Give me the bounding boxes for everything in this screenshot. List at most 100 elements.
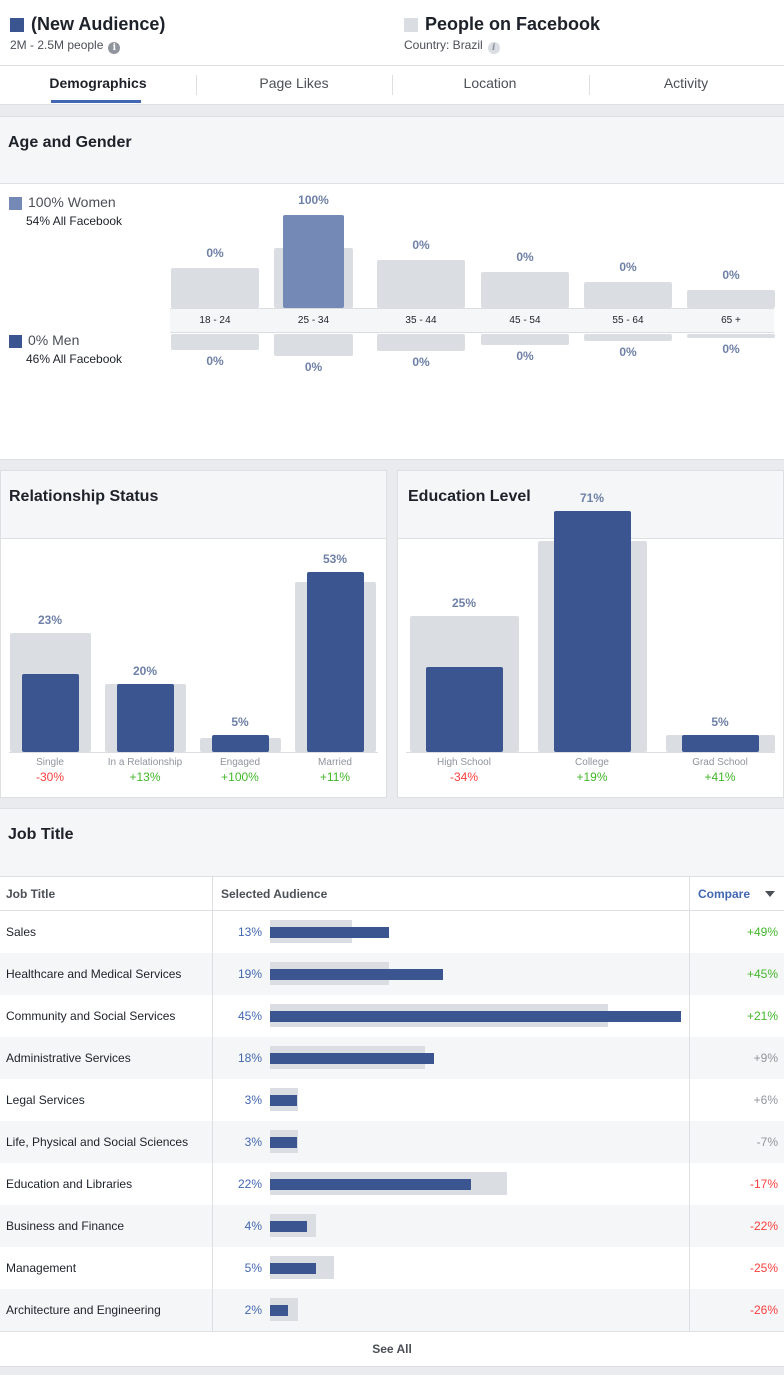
compare-label: -30% [35, 770, 64, 784]
tab-page-likes[interactable]: Page Likes [196, 66, 392, 104]
men-legend-sub: 46% All Facebook [26, 352, 123, 366]
job-pct: 3% [244, 1135, 262, 1149]
audience-bar [270, 1137, 298, 1148]
tab-activity[interactable]: Activity [588, 66, 784, 104]
audience-bar [270, 1179, 471, 1190]
category-label: Grad School [692, 757, 748, 768]
chevron-down-icon [765, 891, 776, 897]
job-compare: -7% [756, 1135, 778, 1149]
men-pct-label: 0% [516, 349, 534, 363]
table-row[interactable]: Healthcare and Medical Services 19% +45% [0, 953, 784, 995]
men-pct-label: 0% [304, 360, 323, 374]
women-legend-label: 100% Women [28, 194, 116, 210]
chart-baseline [406, 752, 775, 753]
women-legend-sub: 54% All Facebook [26, 214, 123, 228]
active-tab-indicator [51, 100, 141, 103]
men-baseline-bar [274, 334, 353, 356]
category-label: In a Relationship [107, 757, 183, 768]
audience-size: 2M - 2.5M people i [10, 38, 121, 54]
tab-divider [392, 75, 393, 95]
job-name: Architecture and Engineering [6, 1303, 161, 1317]
job-name: Life, Physical and Social Sciences [6, 1135, 189, 1149]
job-name: Management [6, 1261, 77, 1275]
col-selected-audience[interactable]: Selected Audience [221, 887, 328, 901]
age-range-label: 18 - 24 [199, 315, 231, 326]
table-row[interactable]: Management 5% -25% [0, 1247, 784, 1289]
education-title: Education Level [408, 488, 531, 505]
age-range-label: 35 - 44 [405, 315, 437, 326]
compare-label: Compare [698, 887, 751, 901]
compare-dropdown[interactable]: Compare [698, 887, 776, 901]
see-all-button[interactable]: See All [0, 1331, 784, 1367]
info-icon[interactable]: i [108, 42, 121, 54]
audience-bar [270, 1221, 307, 1232]
women-baseline-bar [171, 268, 259, 308]
category-label: Engaged [219, 757, 261, 768]
tab-location[interactable]: Location [392, 66, 588, 104]
women-bar [283, 215, 344, 308]
age-gender-header: Age and Gender [0, 116, 784, 184]
table-row[interactable]: Legal Services 3% +6% [0, 1079, 784, 1121]
job-compare: +9% [753, 1051, 778, 1065]
relationship-header: Relationship Status [1, 471, 386, 539]
audience-bar [270, 927, 389, 938]
job-pct: 2% [244, 1303, 262, 1317]
women-baseline-bar [377, 260, 465, 308]
job-compare: +21% [746, 1009, 778, 1023]
men-baseline-bar [584, 334, 672, 341]
relationship-panel: Relationship Status 23% Single -30% 20% In a… [0, 470, 387, 798]
audience-bar [270, 1305, 289, 1316]
job-compare: +49% [746, 925, 778, 939]
age-range-label: 45 - 54 [509, 315, 541, 326]
bar-pct-label: 71% [579, 490, 605, 505]
table-row[interactable]: Life, Physical and Social Sciences 3% -7% [0, 1121, 784, 1163]
age-axis-band [170, 308, 774, 333]
col-job-title[interactable]: Job Title [6, 887, 56, 901]
tab-bar: Demographics Page Likes Location Activit… [0, 66, 784, 105]
men-pct-label: 0% [722, 342, 740, 356]
compare-label: +13% [129, 770, 161, 784]
audience-header: (New Audience) 2M - 2.5M people i People … [0, 0, 784, 66]
compare-label: +41% [704, 770, 736, 784]
baseline-color-swatch [404, 18, 418, 32]
tab-label: Demographics [49, 75, 147, 91]
bar-pct-label: 23% [37, 612, 63, 627]
women-baseline-bar [481, 272, 569, 308]
info-icon[interactable]: i [487, 42, 500, 54]
table-row[interactable]: Sales 13% +49% [0, 911, 784, 953]
men-legend-swatch [9, 335, 22, 348]
chart-baseline [9, 752, 378, 753]
job-name: Education and Libraries [6, 1177, 133, 1191]
women-baseline-bar [584, 282, 672, 308]
job-compare: +45% [746, 967, 778, 981]
job-name: Administrative Services [6, 1051, 131, 1065]
table-row[interactable]: Administrative Services 18% +9% [0, 1037, 784, 1079]
men-pct-label: 0% [619, 345, 637, 359]
job-name: Healthcare and Medical Services [6, 967, 182, 981]
women-baseline-bar [687, 290, 775, 308]
men-baseline-bar [481, 334, 569, 345]
job-table: Job Title Selected Audience Compare Sale… [0, 877, 784, 1367]
job-table-header: Job Title Selected Audience Compare [0, 877, 784, 911]
women-pct-label: 0% [516, 250, 534, 264]
job-pct: 45% [237, 1009, 262, 1023]
job-pct: 5% [244, 1261, 262, 1275]
job-pct: 18% [237, 1051, 262, 1065]
audience-bar [425, 667, 503, 752]
age-range-label: 55 - 64 [612, 315, 644, 326]
table-row[interactable]: Business and Finance 4% -22% [0, 1205, 784, 1247]
women-pct-label: 0% [722, 268, 740, 282]
tab-divider [196, 75, 197, 95]
job-name: Community and Social Services [6, 1009, 176, 1023]
men-baseline-bar [687, 334, 775, 338]
tab-label: Activity [663, 75, 709, 91]
table-row[interactable]: Community and Social Services 45% +21% [0, 995, 784, 1037]
tab-demographics[interactable]: Demographics [0, 66, 196, 104]
job-title: Job Title [8, 826, 74, 843]
job-compare: -25% [749, 1261, 778, 1275]
audience-bar [21, 673, 79, 752]
table-row[interactable]: Architecture and Engineering 2% -26% [0, 1289, 784, 1331]
job-pct: 22% [237, 1177, 262, 1191]
men-baseline-bar [377, 334, 465, 351]
table-row[interactable]: Education and Libraries 22% -17% [0, 1163, 784, 1205]
